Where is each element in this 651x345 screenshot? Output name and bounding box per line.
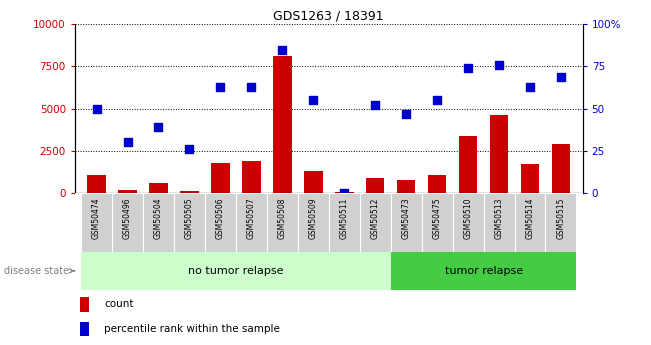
Bar (391, 193, 422, 252)
Bar (391, 252, 576, 290)
Bar (366, 178, 385, 193)
Text: GSM50504: GSM50504 (154, 197, 163, 239)
Point (246, 84, 256, 89)
Bar (490, 116, 508, 193)
Point (122, 140, 133, 145)
Text: count: count (104, 299, 134, 309)
Text: GSM50515: GSM50515 (557, 197, 566, 239)
Text: GSM50505: GSM50505 (185, 197, 194, 239)
Point (153, 125, 163, 130)
Point (432, 97, 442, 103)
Bar (329, 193, 360, 252)
Bar (236, 193, 267, 252)
Bar (80, 297, 89, 312)
Bar (298, 193, 329, 252)
Bar (267, 193, 298, 252)
Bar (80, 322, 89, 336)
Point (370, 102, 380, 108)
Bar (360, 193, 391, 252)
Bar (174, 193, 205, 252)
Text: GSM50513: GSM50513 (495, 197, 503, 239)
Point (556, 74, 566, 79)
Bar (452, 193, 484, 252)
Text: GSM50473: GSM50473 (402, 197, 411, 239)
Point (91, 106, 102, 111)
Bar (242, 161, 260, 193)
Text: GSM50511: GSM50511 (340, 197, 349, 239)
Text: GSM50512: GSM50512 (370, 197, 380, 239)
Point (308, 97, 318, 103)
Point (494, 62, 505, 68)
Text: percentile rank within the sample: percentile rank within the sample (104, 324, 280, 334)
Point (339, 190, 350, 196)
Point (401, 111, 411, 117)
Bar (112, 193, 143, 252)
Text: GSM50508: GSM50508 (278, 197, 287, 239)
Bar (514, 193, 546, 252)
Point (184, 147, 195, 152)
Title: GDS1263 / 18391: GDS1263 / 18391 (273, 10, 384, 23)
Text: tumor relapse: tumor relapse (445, 266, 523, 276)
Text: no tumor relapse: no tumor relapse (188, 266, 284, 276)
Point (525, 84, 535, 89)
Point (463, 65, 473, 71)
Text: GSM50474: GSM50474 (92, 197, 101, 239)
Bar (273, 56, 292, 193)
Bar (81, 193, 112, 252)
Bar (521, 165, 539, 193)
Bar (87, 175, 106, 193)
Text: GSM50475: GSM50475 (433, 197, 441, 239)
Bar (304, 171, 322, 193)
Bar (149, 183, 168, 193)
Bar (551, 144, 570, 193)
Text: GSM50509: GSM50509 (309, 197, 318, 239)
Bar (459, 136, 477, 193)
Bar (118, 190, 137, 193)
Bar (211, 163, 230, 193)
Bar (180, 191, 199, 193)
Text: GSM50507: GSM50507 (247, 197, 256, 239)
Bar (576, 193, 583, 252)
Text: GSM50506: GSM50506 (216, 197, 225, 239)
Bar (75, 193, 81, 252)
Point (277, 47, 288, 52)
Bar (81, 252, 391, 290)
Bar (143, 193, 174, 252)
Bar (546, 193, 576, 252)
Bar (484, 193, 514, 252)
Text: disease state: disease state (4, 266, 74, 276)
Bar (422, 193, 452, 252)
Text: GSM50514: GSM50514 (525, 197, 534, 239)
Bar (397, 180, 415, 193)
Point (215, 84, 226, 89)
Bar (205, 193, 236, 252)
Text: GSM50496: GSM50496 (123, 197, 132, 239)
Text: GSM50510: GSM50510 (464, 197, 473, 239)
Bar (428, 175, 447, 193)
